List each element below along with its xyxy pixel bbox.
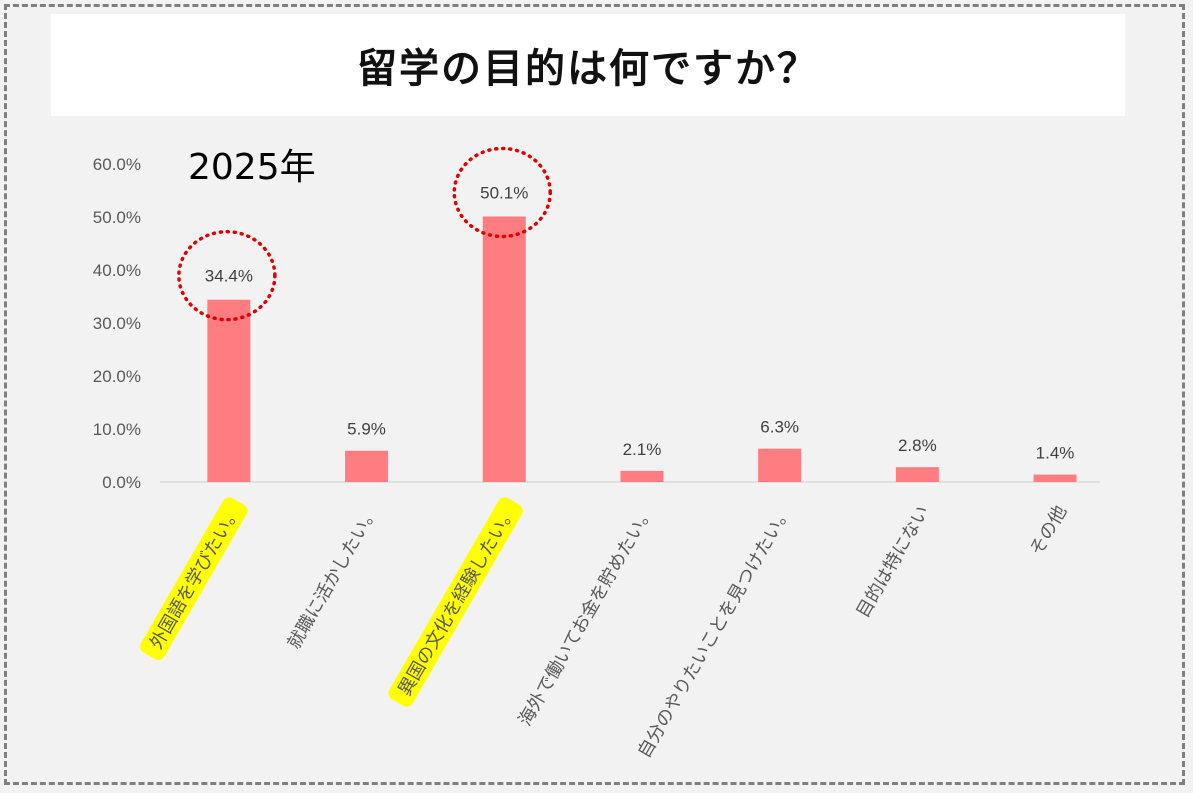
dashed-frame bbox=[4, 4, 1185, 785]
title-banner: 留学の目的は何ですか？ bbox=[51, 14, 1125, 116]
y-tick-label: 0.0% bbox=[102, 473, 141, 492]
data-label: 34.4% bbox=[205, 267, 253, 286]
data-label: 1.4% bbox=[1036, 444, 1075, 463]
category-label-group: 就職に活かしたい。 bbox=[284, 502, 383, 653]
category-label: 就職に活かしたい。 bbox=[284, 502, 383, 653]
y-tick-label: 50.0% bbox=[93, 208, 141, 227]
category-label: 自分のやりたいことを見つけたい。 bbox=[634, 502, 796, 762]
bar bbox=[345, 450, 389, 482]
category-label: 海外で働いてお金を貯めたい。 bbox=[515, 502, 659, 730]
y-tick-label: 60.0% bbox=[93, 155, 141, 174]
category-label-group: その他 bbox=[1026, 502, 1071, 559]
y-tick-label: 40.0% bbox=[93, 261, 141, 280]
year-label: 2025年 bbox=[188, 147, 316, 188]
category-label-group: 目的は特にない bbox=[852, 502, 933, 622]
y-tick-label: 30.0% bbox=[93, 314, 141, 333]
data-label: 6.3% bbox=[760, 418, 799, 437]
bar bbox=[620, 470, 664, 482]
category-label: 目的は特にない bbox=[852, 502, 933, 622]
dotted-circle bbox=[177, 229, 277, 322]
y-tick-label: 10.0% bbox=[93, 420, 141, 439]
category-highlight bbox=[140, 497, 248, 660]
category-label: 外国語を学びたい。 bbox=[146, 502, 245, 653]
bar bbox=[482, 216, 526, 482]
category-highlight bbox=[388, 497, 523, 707]
data-label: 2.8% bbox=[898, 436, 937, 455]
category-label-group: 外国語を学びたい。 bbox=[140, 497, 248, 660]
category-label-group: 自分のやりたいことを見つけたい。 bbox=[634, 502, 796, 762]
category-label: その他 bbox=[1026, 502, 1071, 559]
bar bbox=[1033, 474, 1077, 482]
category-label-group: 異国の文化を経験したい。 bbox=[388, 497, 523, 707]
data-label: 50.1% bbox=[480, 183, 528, 202]
dotted-circle bbox=[452, 146, 552, 239]
chart-title: 留学の目的は何ですか？ bbox=[357, 46, 819, 92]
bar bbox=[758, 448, 802, 482]
y-tick-label: 20.0% bbox=[93, 367, 141, 386]
category-label-group: 海外で働いてお金を貯めたい。 bbox=[515, 502, 659, 730]
data-label: 5.9% bbox=[347, 420, 386, 439]
category-label: 異国の文化を経験したい。 bbox=[394, 502, 520, 700]
data-label: 2.1% bbox=[623, 440, 662, 459]
bar bbox=[895, 467, 939, 482]
bar bbox=[207, 299, 251, 482]
